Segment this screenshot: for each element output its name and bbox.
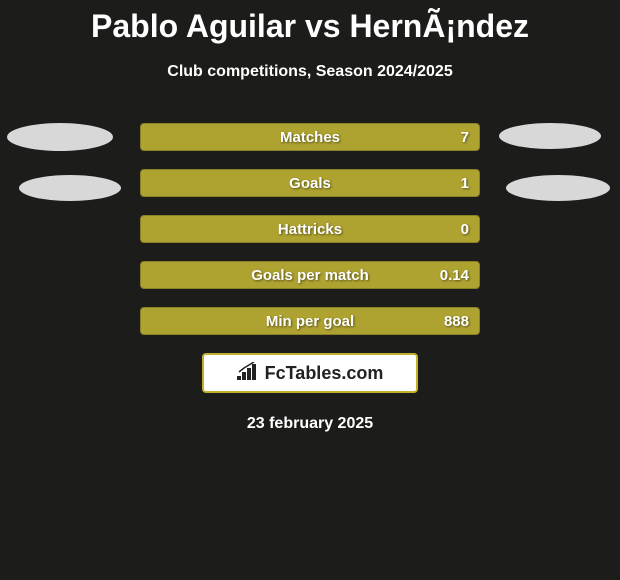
decorative-ellipse — [19, 175, 121, 201]
stat-label: Matches — [280, 129, 340, 146]
decorative-ellipse — [7, 123, 113, 151]
stats-container: Matches 7 Goals 1 Hattricks 0 Goals per … — [0, 123, 620, 335]
stat-label: Goals — [289, 175, 331, 192]
decorative-ellipse — [499, 123, 601, 149]
stat-value: 888 — [444, 313, 469, 330]
date-label: 23 february 2025 — [0, 415, 620, 433]
stat-label: Hattricks — [278, 221, 342, 238]
stat-value: 0 — [461, 221, 469, 238]
stat-bar-goals: Goals 1 — [140, 169, 480, 197]
chart-icon — [237, 362, 259, 385]
stat-bar-min-per-goal: Min per goal 888 — [140, 307, 480, 335]
logo-text: FcTables.com — [265, 363, 384, 384]
footer: FcTables.com 23 february 2025 — [0, 353, 620, 433]
header: Pablo Aguilar vs HernÃ¡ndez Club competi… — [0, 0, 620, 81]
decorative-ellipse — [506, 175, 610, 201]
stat-value: 7 — [461, 129, 469, 146]
page-subtitle: Club competitions, Season 2024/2025 — [0, 63, 620, 81]
logo-box[interactable]: FcTables.com — [202, 353, 418, 393]
page-title: Pablo Aguilar vs HernÃ¡ndez — [0, 8, 620, 45]
stat-value: 1 — [461, 175, 469, 192]
stat-row: Min per goal 888 — [0, 307, 620, 335]
stat-bar-goals-per-match: Goals per match 0.14 — [140, 261, 480, 289]
stat-value: 0.14 — [440, 267, 469, 284]
stat-row: Hattricks 0 — [0, 215, 620, 243]
stat-bar-matches: Matches 7 — [140, 123, 480, 151]
stat-label: Min per goal — [266, 313, 354, 330]
stat-label: Goals per match — [251, 267, 369, 284]
stat-row: Goals per match 0.14 — [0, 261, 620, 289]
stat-bar-hattricks: Hattricks 0 — [140, 215, 480, 243]
